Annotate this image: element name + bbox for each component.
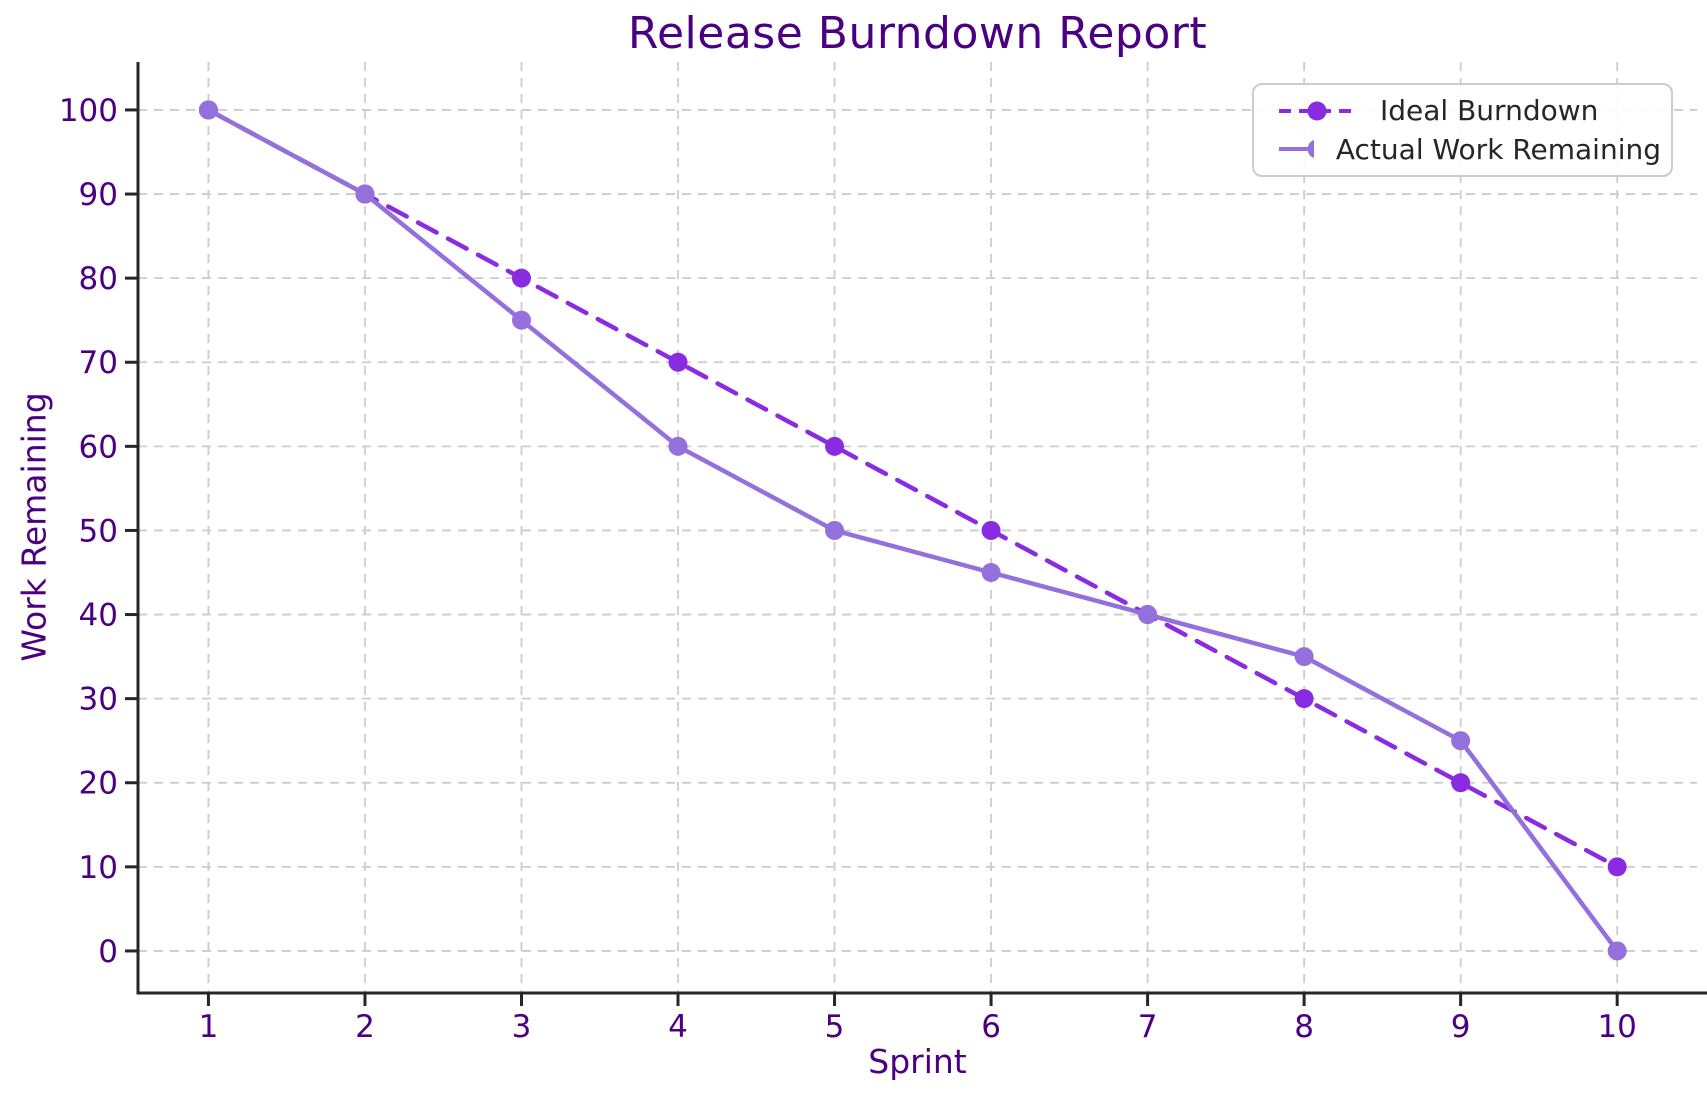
x-tick-label: 6 xyxy=(981,1009,1001,1045)
legend-item-ideal: Ideal Burndown xyxy=(1276,94,1661,127)
legend-item-actual: Actual Work Remaining xyxy=(1276,133,1661,166)
actual-marker xyxy=(825,520,845,540)
ideal-marker xyxy=(511,268,531,288)
x-axis-label: Sprint xyxy=(868,1042,967,1081)
y-tick-label: 60 xyxy=(79,429,118,465)
x-tick-label: 9 xyxy=(1451,1009,1471,1045)
legend-label-ideal: Ideal Burndown xyxy=(1380,94,1599,128)
actual-marker xyxy=(1294,647,1314,667)
ideal-line xyxy=(206,107,1620,870)
chart-title: Release Burndown Report xyxy=(627,8,1208,59)
actual-line xyxy=(206,107,1620,954)
legend-label-actual: Actual Work Remaining xyxy=(1335,132,1661,166)
ideal-marker xyxy=(1451,773,1471,793)
y-tick-label: 20 xyxy=(79,766,118,802)
ideal-marker xyxy=(825,436,845,456)
actual-marker xyxy=(668,436,688,456)
y-tick-label: 70 xyxy=(79,345,118,381)
y-tick-label: 100 xyxy=(59,93,118,129)
x-tick-label: 1 xyxy=(199,1009,219,1045)
actual-marker xyxy=(511,310,531,330)
ideal-line-sample-icon xyxy=(1279,101,1355,121)
ideal-marker xyxy=(668,352,688,372)
y-tick-label: 50 xyxy=(79,513,118,549)
y-tick-label: 40 xyxy=(79,598,118,634)
series-layer xyxy=(198,100,1627,961)
y-tick-label: 0 xyxy=(98,934,118,970)
actual-marker xyxy=(355,184,375,204)
x-tick-label: 10 xyxy=(1597,1009,1636,1045)
grid-layer xyxy=(138,62,1697,993)
ideal-marker xyxy=(1607,857,1627,877)
actual-marker xyxy=(1607,941,1627,961)
y-tick-label: 80 xyxy=(79,261,118,297)
actual-marker xyxy=(1138,605,1158,625)
x-tick-label: 8 xyxy=(1294,1009,1314,1045)
y-tick-label: 90 xyxy=(79,177,118,213)
x-tick-label: 2 xyxy=(355,1009,375,1045)
x-tick-label: 7 xyxy=(1138,1009,1158,1045)
ideal-marker xyxy=(981,520,1001,540)
actual-marker xyxy=(1451,731,1471,751)
y-tick-label: 10 xyxy=(79,850,118,886)
actual-marker xyxy=(981,562,1001,582)
x-tick-label: 5 xyxy=(825,1009,845,1045)
legend: Ideal Burndown Actual Work Remaining xyxy=(1252,83,1673,177)
actual-line-sample-icon xyxy=(1279,140,1314,159)
x-tick-label: 3 xyxy=(512,1009,532,1045)
y-tick-label: 30 xyxy=(79,682,118,718)
x-tick-label: 4 xyxy=(668,1009,688,1045)
actual-marker xyxy=(198,100,218,120)
axis-spines xyxy=(136,62,1707,995)
ideal-marker xyxy=(1294,689,1314,709)
